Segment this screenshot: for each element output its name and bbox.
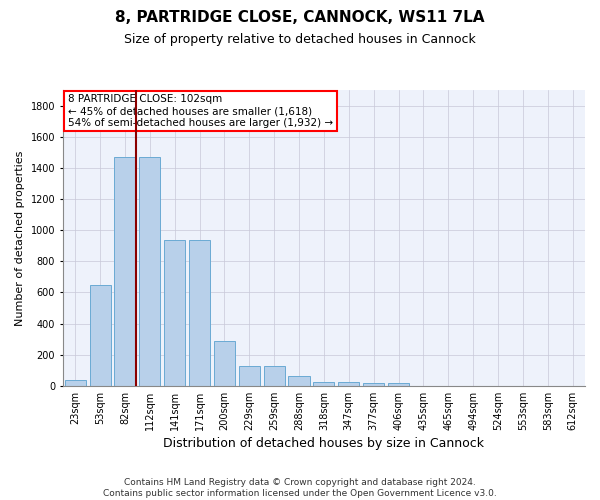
Text: 8 PARTRIDGE CLOSE: 102sqm
← 45% of detached houses are smaller (1,618)
54% of se: 8 PARTRIDGE CLOSE: 102sqm ← 45% of detac… xyxy=(68,94,333,128)
X-axis label: Distribution of detached houses by size in Cannock: Distribution of detached houses by size … xyxy=(163,437,484,450)
Bar xyxy=(115,157,136,386)
Bar xyxy=(239,366,260,386)
Bar xyxy=(214,340,235,386)
Text: Size of property relative to detached houses in Cannock: Size of property relative to detached ho… xyxy=(124,32,476,46)
Bar xyxy=(189,240,210,386)
Bar xyxy=(139,157,160,386)
Bar xyxy=(289,376,310,386)
Text: Contains HM Land Registry data © Crown copyright and database right 2024.
Contai: Contains HM Land Registry data © Crown c… xyxy=(103,478,497,498)
Bar xyxy=(388,384,409,386)
Bar xyxy=(164,240,185,386)
Bar xyxy=(338,382,359,386)
Bar xyxy=(263,366,285,386)
Bar xyxy=(313,382,334,386)
Y-axis label: Number of detached properties: Number of detached properties xyxy=(15,150,25,326)
Bar xyxy=(65,380,86,386)
Bar xyxy=(363,384,384,386)
Text: 8, PARTRIDGE CLOSE, CANNOCK, WS11 7LA: 8, PARTRIDGE CLOSE, CANNOCK, WS11 7LA xyxy=(115,10,485,25)
Bar xyxy=(89,284,110,386)
